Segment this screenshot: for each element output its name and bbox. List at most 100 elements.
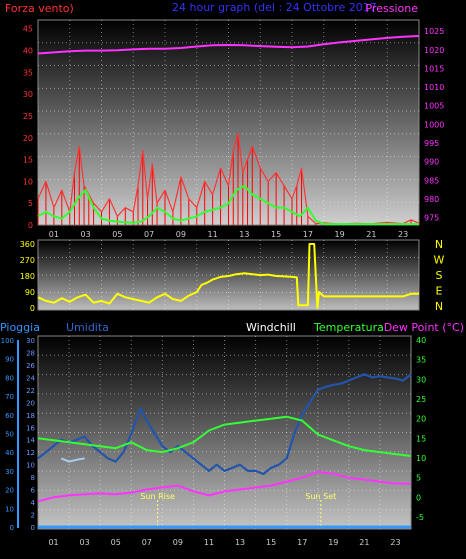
umidita-y-tick: 6 — [31, 487, 36, 495]
dewpoint-series — [37, 470, 411, 503]
direction-y-tick: 0 — [30, 304, 35, 313]
sun-rise-label: Sun Rise — [140, 492, 175, 501]
windchill-series — [60, 457, 85, 463]
umidita-y-tick: 14 — [26, 437, 35, 445]
chart-title: 24 hour graph (del : 24 Ottobre 2017 — [172, 1, 377, 14]
umidita-y-tick: 26 — [26, 362, 35, 370]
temperatura-y-tick: 35 — [416, 356, 426, 365]
avg-wind-series — [37, 184, 419, 226]
legend-pioggia: Pioggia — [0, 321, 40, 334]
legend-temperatura: Temperatura — [313, 321, 384, 334]
temperature-x-tick: 23 — [390, 538, 400, 547]
legend-umidita: Umidita — [66, 321, 109, 334]
temperature-x-tick: 17 — [297, 538, 307, 547]
umidita-y-tick: 10 — [26, 462, 35, 470]
wind-y-tick: 5 — [28, 199, 33, 208]
sun-set-label: Sun Set — [305, 492, 336, 501]
temperatura-y-tick: 5 — [416, 474, 421, 483]
temperatura-y-tick: 0 — [416, 493, 421, 502]
umidita-y-tick: 30 — [26, 337, 35, 345]
wind-axis-title: Forza vento) — [5, 2, 74, 15]
temperatura-y-tick: 30 — [416, 375, 426, 384]
pressure-y-tick: 1015 — [424, 64, 444, 73]
pioggia-y-tick: 30 — [5, 468, 14, 476]
direction-compass-label: S — [436, 269, 443, 282]
direction-series — [37, 243, 419, 309]
wind-y-tick: 40 — [23, 47, 33, 56]
pressure-y-tick: 975 — [424, 214, 439, 223]
pioggia-y-tick: 60 — [5, 412, 14, 420]
temperatura-y-tick: 25 — [416, 395, 426, 404]
wind-x-tick: 11 — [208, 230, 218, 239]
wind-y-tick: 45 — [23, 25, 33, 34]
temperatura-series — [37, 415, 412, 457]
wind-x-tick: 21 — [366, 230, 376, 239]
wind-x-tick: 13 — [239, 230, 249, 239]
umidita-y-tick: 16 — [26, 424, 35, 432]
wind-y-tick: 25 — [23, 112, 33, 121]
direction-y-tick: 180 — [20, 272, 35, 281]
pioggia-y-tick: 20 — [5, 487, 14, 495]
pressure-y-tick: 1020 — [424, 46, 444, 55]
temperature-x-tick: 05 — [111, 538, 121, 547]
wind-y-tick: 0 — [28, 221, 33, 230]
umidita-y-tick: 24 — [26, 374, 35, 382]
pioggia-y-tick: 10 — [5, 505, 14, 513]
temperature-series: Sun Rise Sun Set — [37, 373, 412, 529]
umidita-y-tick: 8 — [31, 474, 35, 482]
umidita-y-tick: 4 — [31, 499, 36, 507]
pressure-series — [37, 35, 420, 55]
direction-y-tick: 360 — [20, 240, 35, 249]
pressure-y-tick: 1025 — [424, 27, 444, 36]
wind-y-tick: 35 — [23, 68, 33, 77]
wind-x-tick: 07 — [144, 230, 154, 239]
wind-y-tick: 15 — [23, 156, 33, 165]
wind-y-tick: 30 — [23, 90, 33, 99]
wind-x-tick: 19 — [335, 230, 345, 239]
umidita-series — [37, 373, 412, 476]
pressure-y-tick: 1005 — [424, 102, 444, 111]
temperatura-y-tick: 10 — [416, 454, 426, 463]
pressure-y-tick: 990 — [424, 158, 439, 167]
legend-windchill: Windchill — [246, 321, 296, 334]
umidita-y-tick: 20 — [26, 399, 35, 407]
wind-x-tick: 17 — [303, 230, 313, 239]
wind-x-tick: 23 — [398, 230, 408, 239]
pioggia-y-tick: 90 — [5, 356, 14, 364]
pioggia-y-tick: 70 — [5, 393, 14, 401]
temperatura-y-tick: 15 — [416, 434, 426, 443]
wind-x-tick: 15 — [271, 230, 281, 239]
pressure-y-tick: 1000 — [424, 120, 444, 129]
pressure-y-tick: 980 — [424, 195, 439, 204]
wind-axes: 0510152025303540459759809859909951000100… — [23, 25, 445, 239]
temperature-x-tick: 03 — [80, 538, 90, 547]
wind-y-tick: 10 — [23, 177, 33, 186]
umidita-y-tick: 0 — [31, 524, 35, 532]
temperatura-y-tick: -5 — [416, 513, 424, 522]
wind-x-tick: 03 — [81, 230, 91, 239]
legend-dew-point: Dew Point (°C) — [384, 321, 464, 334]
direction-series — [37, 243, 419, 309]
temperature-x-tick: 07 — [142, 538, 152, 547]
wind-x-tick: 01 — [49, 230, 59, 239]
direction-compass-label: N — [435, 238, 443, 251]
pioggia-y-tick: 0 — [10, 524, 14, 532]
pressure-y-tick: 995 — [424, 139, 439, 148]
umidita-y-tick: 12 — [26, 449, 35, 457]
pressure-axis-title: Pressione — [366, 2, 419, 15]
temperature-plot-area — [37, 335, 412, 530]
wind-series — [37, 35, 420, 226]
pressure-y-tick: 1010 — [424, 83, 444, 92]
pressure-y-tick: 985 — [424, 176, 439, 185]
temperatura-y-tick: 40 — [416, 336, 426, 345]
direction-compass-label: E — [436, 285, 443, 298]
direction-compass-label: N — [435, 300, 443, 313]
umidita-y-tick: 22 — [26, 387, 35, 395]
umidita-y-tick: 28 — [26, 349, 35, 357]
wind-x-tick: 09 — [176, 230, 186, 239]
gust-series — [37, 132, 420, 225]
temperature-x-tick: 21 — [359, 538, 369, 547]
